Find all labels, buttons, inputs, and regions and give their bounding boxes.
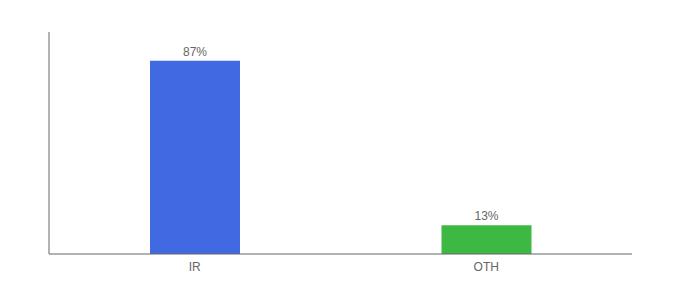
svg-text:87%: 87%: [183, 45, 207, 59]
svg-text:13%: 13%: [474, 209, 498, 223]
svg-text:OTH: OTH: [474, 260, 499, 274]
svg-text:IR: IR: [189, 260, 201, 274]
